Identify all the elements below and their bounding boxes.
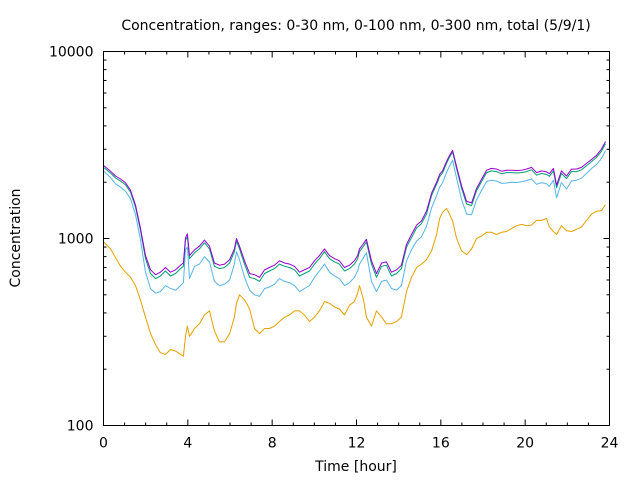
y-axis: 100 1000 10000 bbox=[49, 45, 610, 435]
x-axis-label: Time [hour] bbox=[314, 459, 397, 475]
series-layer bbox=[103, 141, 606, 357]
x-tick-label: 8 bbox=[268, 436, 277, 452]
x-tick-label: 20 bbox=[516, 436, 534, 452]
x-tick-label: 12 bbox=[348, 436, 366, 452]
series-line-0-30-nm bbox=[103, 204, 606, 357]
x-tick-label: 16 bbox=[432, 436, 450, 452]
chart-title: Concentration, ranges: 0-30 nm, 0-100 nm… bbox=[121, 18, 590, 34]
y-tick-label: 10000 bbox=[49, 45, 94, 61]
y-axis-label: Concentration bbox=[8, 188, 24, 287]
series-line-0-100-nm bbox=[103, 150, 606, 297]
x-tick-label: 0 bbox=[99, 436, 108, 452]
x-tick-label: 4 bbox=[183, 436, 192, 452]
x-axis: 0 4 8 12 16 20 24 bbox=[99, 51, 619, 452]
series-line-total bbox=[103, 141, 606, 278]
y-tick-label: 100 bbox=[67, 419, 94, 435]
x-tick-label: 24 bbox=[601, 436, 619, 452]
y-tick-label: 1000 bbox=[58, 232, 94, 248]
